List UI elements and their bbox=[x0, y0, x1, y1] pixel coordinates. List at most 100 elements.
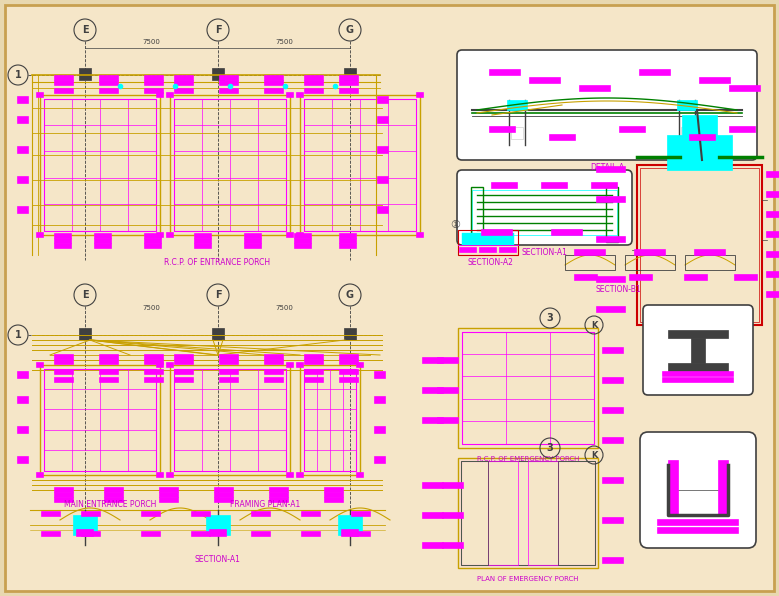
Bar bbox=[167, 233, 173, 237]
Bar bbox=[511, 127, 523, 139]
Bar bbox=[305, 360, 323, 364]
Bar bbox=[220, 89, 238, 93]
Bar bbox=[220, 81, 238, 85]
Bar bbox=[300, 95, 420, 235]
Bar bbox=[55, 498, 73, 502]
Text: MAIN ENTRANCE PORCH: MAIN ENTRANCE PORCH bbox=[64, 500, 156, 509]
Bar bbox=[603, 518, 623, 523]
Bar bbox=[252, 532, 270, 536]
Bar bbox=[145, 370, 163, 374]
Bar bbox=[378, 117, 388, 123]
Bar bbox=[145, 239, 161, 243]
Bar bbox=[378, 207, 388, 213]
Bar bbox=[270, 488, 288, 492]
Bar bbox=[592, 183, 617, 188]
Bar bbox=[417, 93, 423, 97]
Bar bbox=[265, 360, 283, 364]
Bar bbox=[55, 378, 73, 382]
FancyBboxPatch shape bbox=[457, 170, 632, 245]
Text: R.C.P. OF EMERGENCY PORCH: R.C.P. OF EMERGENCY PORCH bbox=[477, 456, 580, 462]
Bar bbox=[167, 93, 173, 97]
Bar bbox=[192, 512, 210, 516]
Bar bbox=[245, 239, 261, 243]
Text: SECTION-B1: SECTION-B1 bbox=[595, 285, 641, 294]
Bar bbox=[378, 177, 388, 183]
Bar bbox=[718, 460, 728, 515]
Bar bbox=[507, 100, 527, 110]
Bar bbox=[44, 99, 156, 231]
Bar bbox=[603, 378, 623, 383]
Bar bbox=[95, 239, 111, 243]
Bar bbox=[55, 370, 73, 374]
Bar bbox=[423, 418, 443, 423]
Bar bbox=[340, 378, 358, 382]
Bar bbox=[305, 355, 323, 359]
Bar bbox=[145, 234, 161, 238]
Bar bbox=[175, 355, 193, 359]
Bar bbox=[55, 239, 71, 243]
Bar bbox=[100, 76, 118, 80]
Bar bbox=[492, 183, 517, 188]
Bar bbox=[252, 512, 270, 516]
Bar bbox=[220, 378, 238, 382]
Bar bbox=[95, 234, 111, 238]
Bar bbox=[287, 233, 293, 237]
Text: 3: 3 bbox=[547, 313, 553, 323]
Bar bbox=[458, 458, 598, 568]
Bar bbox=[100, 360, 118, 364]
Bar bbox=[55, 493, 73, 497]
Bar bbox=[18, 427, 28, 433]
Bar bbox=[220, 355, 238, 359]
Bar bbox=[175, 89, 193, 93]
FancyBboxPatch shape bbox=[457, 50, 757, 160]
Bar bbox=[461, 461, 595, 565]
Bar bbox=[82, 512, 100, 516]
Bar bbox=[100, 370, 118, 374]
Bar bbox=[77, 530, 93, 536]
Bar bbox=[668, 330, 728, 338]
Bar bbox=[18, 397, 28, 403]
Bar bbox=[40, 365, 160, 475]
Bar bbox=[637, 165, 762, 325]
Bar bbox=[443, 483, 463, 488]
Bar bbox=[375, 427, 385, 433]
Bar bbox=[297, 363, 303, 367]
Text: 1: 1 bbox=[15, 70, 21, 80]
Bar bbox=[142, 512, 160, 516]
Bar bbox=[378, 147, 388, 153]
Bar bbox=[42, 532, 60, 536]
Bar bbox=[352, 512, 370, 516]
Bar bbox=[245, 244, 261, 248]
Bar bbox=[490, 127, 515, 132]
Bar bbox=[685, 255, 735, 270]
Bar bbox=[145, 76, 163, 80]
Bar bbox=[167, 363, 173, 367]
Bar bbox=[44, 369, 156, 471]
Bar bbox=[542, 183, 567, 188]
Text: 3: 3 bbox=[547, 443, 553, 453]
Bar bbox=[482, 230, 512, 235]
Bar bbox=[212, 68, 224, 80]
Bar bbox=[443, 513, 463, 518]
Bar bbox=[95, 244, 111, 248]
Bar bbox=[37, 363, 43, 367]
Bar bbox=[157, 233, 163, 237]
Bar bbox=[142, 532, 160, 536]
Bar bbox=[55, 89, 73, 93]
Bar bbox=[460, 248, 476, 252]
Bar bbox=[265, 81, 283, 85]
Bar bbox=[681, 127, 693, 139]
Bar bbox=[305, 81, 323, 85]
Bar bbox=[215, 493, 233, 497]
Bar bbox=[37, 93, 43, 97]
Bar bbox=[682, 115, 717, 160]
Bar bbox=[215, 488, 233, 492]
Bar bbox=[287, 93, 293, 97]
Bar bbox=[597, 237, 625, 242]
Text: SECTION-A1: SECTION-A1 bbox=[521, 248, 567, 257]
Bar bbox=[210, 530, 226, 536]
Bar bbox=[340, 370, 358, 374]
Bar bbox=[338, 515, 362, 535]
Bar bbox=[417, 233, 423, 237]
Bar bbox=[700, 78, 730, 83]
